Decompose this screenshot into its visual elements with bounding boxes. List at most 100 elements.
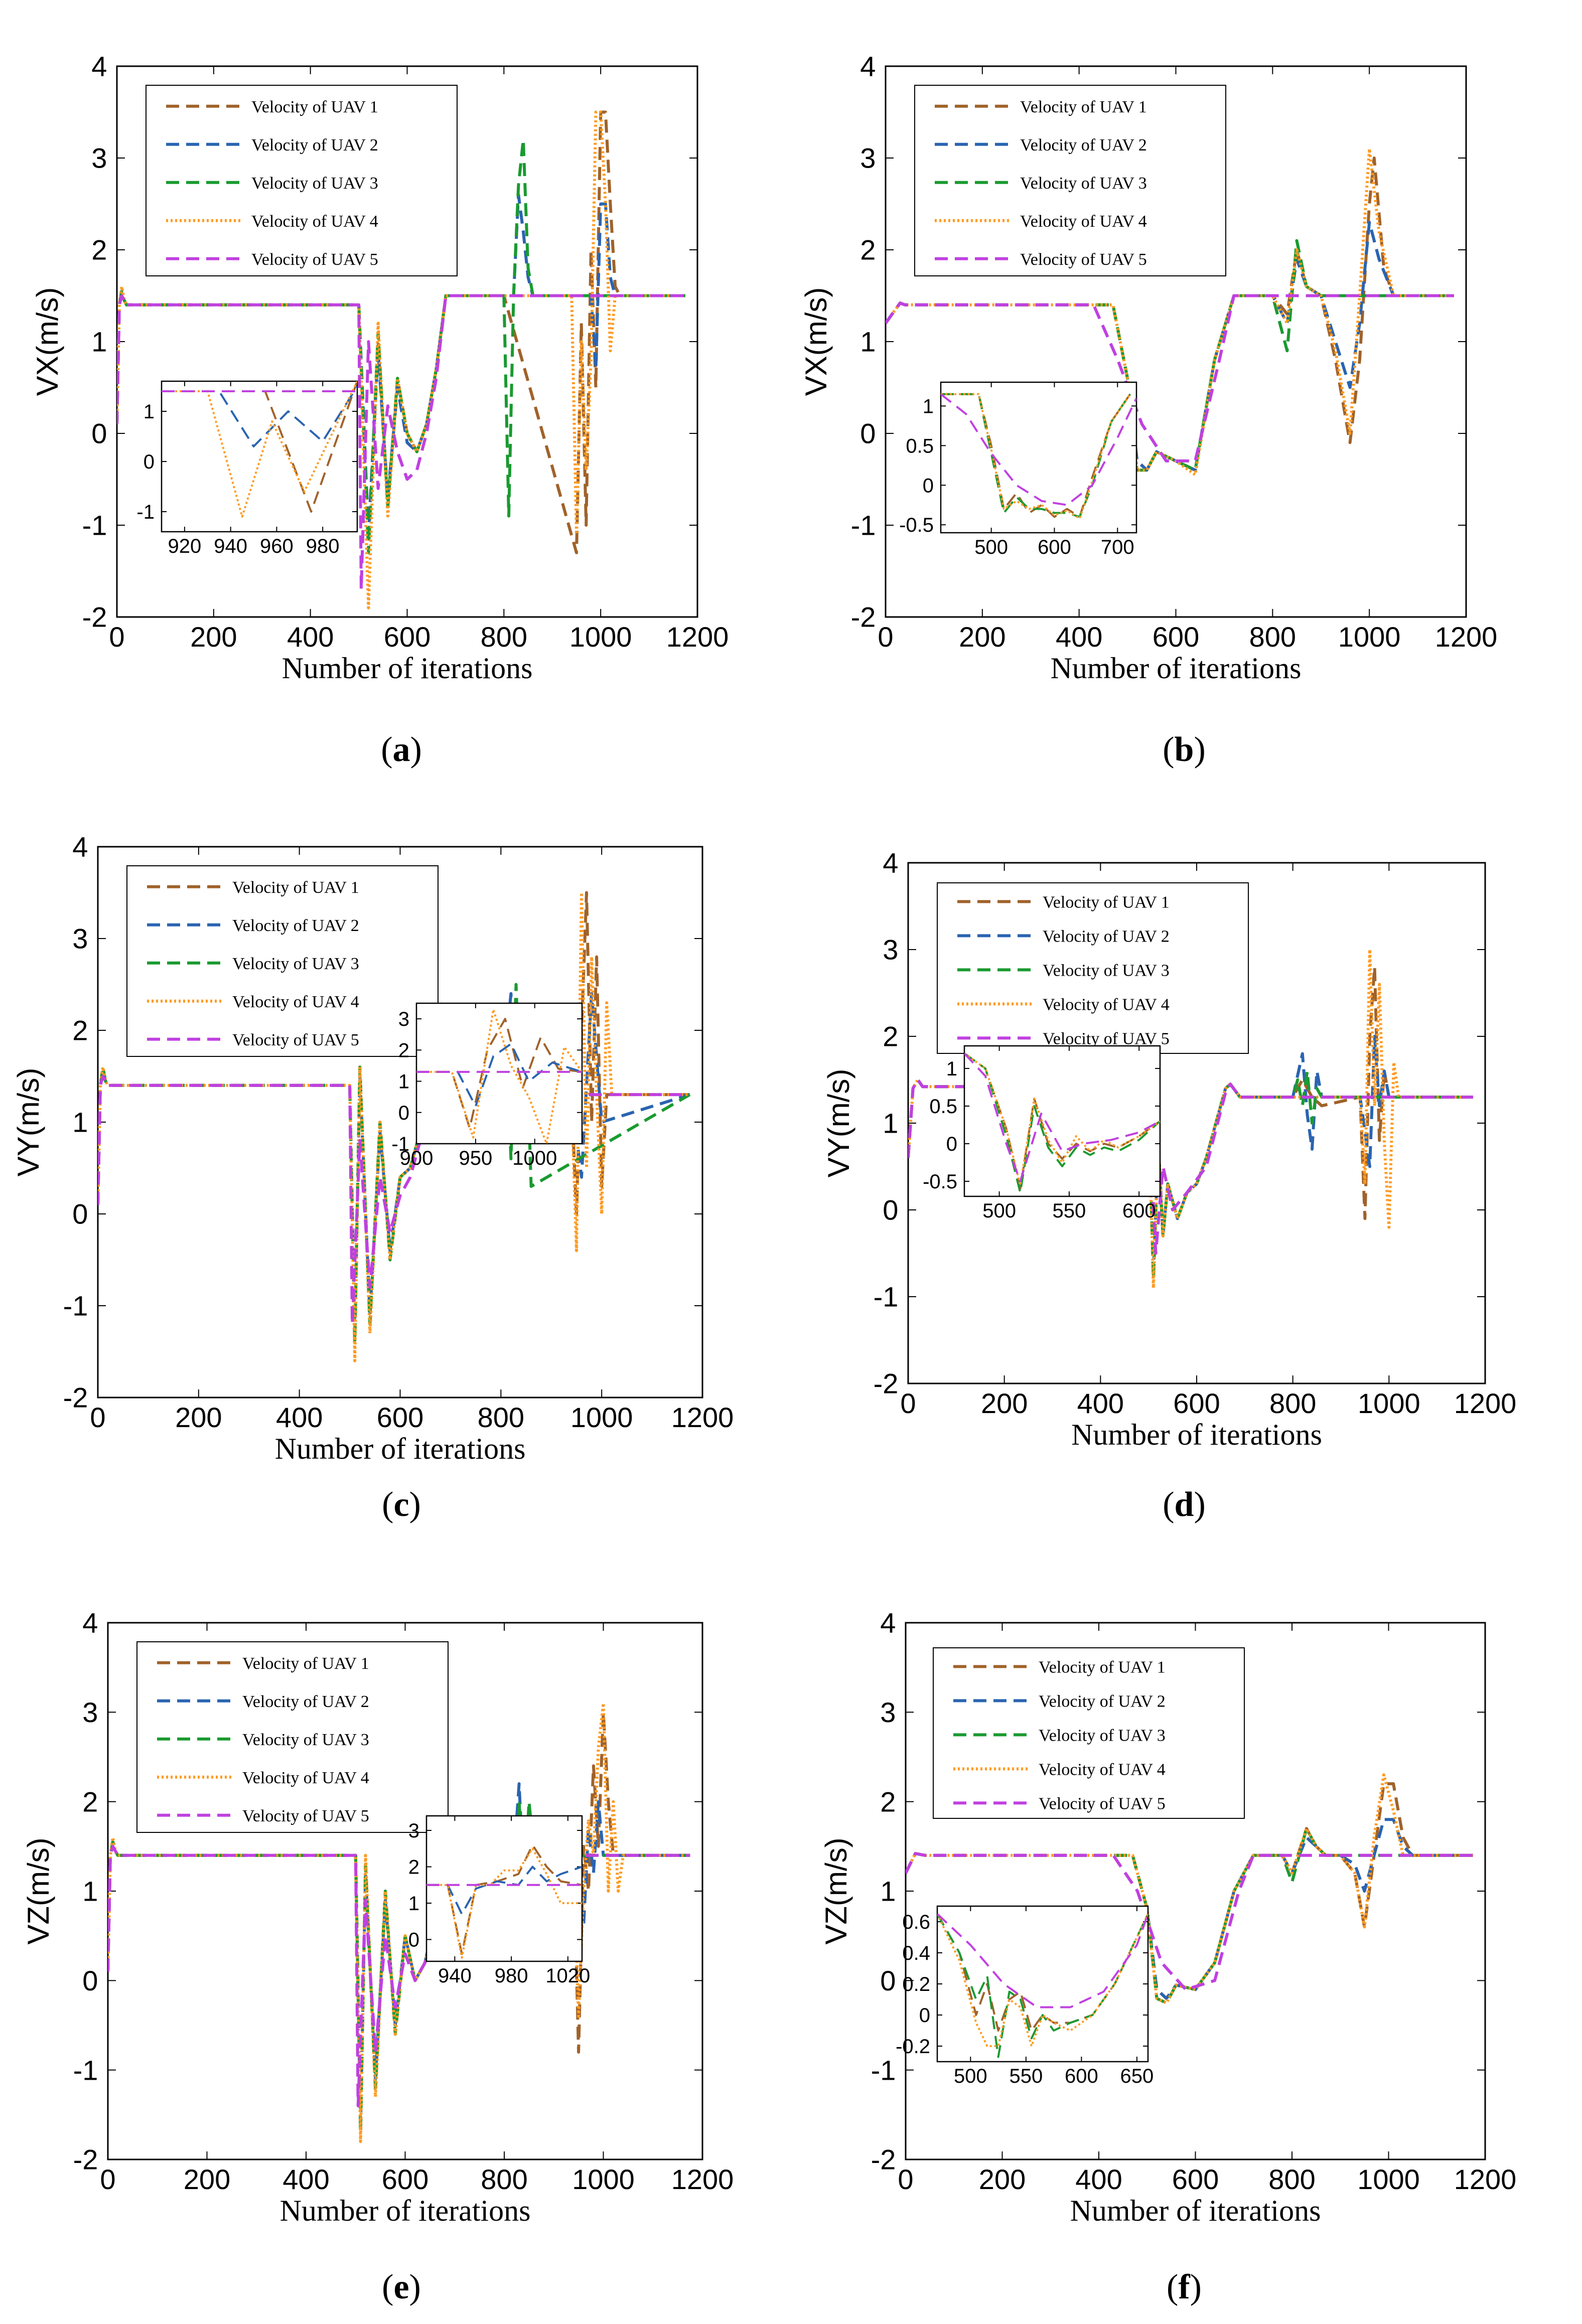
chart-b-legend-label: Velocity of UAV 4 (1020, 212, 1147, 231)
chart-b-inset-ytick-label: -0.5 (899, 514, 934, 536)
chart-a-ytick-label: 4 (91, 51, 107, 82)
chart-c-inset: 900 950 1000 -1 0 1 2 3 (391, 1002, 583, 1169)
chart-c-inset-series-uav-2 (416, 1042, 582, 1108)
chart-a-ytick-label: -2 (82, 601, 107, 633)
chart-c-ytick-label: 1 (72, 1107, 88, 1138)
chart-c-inset-ytick-label: 1 (398, 1071, 409, 1093)
chart-c-legend (126, 865, 439, 1057)
chart-b-inset-ytick-label: 1 (923, 395, 934, 417)
chart-a-xtick-label: 1000 (569, 621, 632, 653)
chart-f-inset-series-uav-2 (937, 1913, 1148, 2058)
chart-a-inset-xtick-label: 980 (306, 535, 340, 557)
chart-d-ytick-label: -1 (874, 1281, 899, 1313)
chart-b-legend (914, 85, 1226, 276)
chart-d-series-uav-5 (908, 1078, 1473, 1255)
chart-b-legend-label: Velocity of UAV 1 (1020, 98, 1147, 116)
chart-d-xtick-label: 600 (1173, 1387, 1220, 1419)
chart-e-xtick-label: 1200 (671, 2163, 734, 2195)
chart-f-legend-label: Velocity of UAV 1 (1039, 1658, 1166, 1676)
chart-c-inset-frame (415, 1002, 583, 1145)
chart-a-xtick-label: 600 (384, 621, 430, 653)
chart-e-ytick-label: -2 (73, 2144, 98, 2176)
chart-a-ytick-label: 3 (91, 142, 107, 174)
chart-f-inset-ytick-label: 0.6 (902, 1911, 930, 1933)
chart-c-ytick-label: 2 (72, 1015, 88, 1046)
chart-b-inset-ytick-label: 0.5 (906, 435, 934, 457)
chart-f-legend (933, 1647, 1245, 1819)
chart-f-ytick-label: -1 (871, 2054, 896, 2086)
chart-e-inset-ytick-label: 3 (408, 1820, 419, 1842)
chart-c-legend-label: Velocity of UAV 3 (232, 955, 359, 973)
chart-f-legend-label: Velocity of UAV 5 (1039, 1794, 1166, 1813)
chart-e-xtick-label: 600 (382, 2163, 428, 2195)
chart-f-ytick-label: 0 (880, 1965, 896, 1996)
chart-a-ytick-label: -1 (82, 510, 107, 541)
chart-d-inset-ytick-label: -0.5 (923, 1171, 957, 1193)
chart-d-inset-series-uav-1 (964, 1052, 1160, 1190)
chart-a-xlabel: Number of iterations (282, 652, 533, 685)
chart-a-inset-xtick-label: 960 (260, 535, 294, 557)
chart-f-ytick-label: 2 (880, 1786, 896, 1817)
chart-f-inset-ytick-label: 0.4 (902, 1942, 930, 1964)
chart-e-legend-label: Velocity of UAV 3 (242, 1731, 369, 1749)
chart-c-inset-xtick-label: 900 (400, 1147, 434, 1169)
chart-f-inset-xtick-label: 550 (1009, 2065, 1043, 2087)
chart-c-ytick-label: -2 (63, 1382, 88, 1414)
chart-a-xtick-label: 0 (109, 621, 124, 653)
chart-f-inset-ytick-label: 0 (919, 2004, 930, 2027)
chart-f-inset-xtick-label: 650 (1120, 2065, 1154, 2087)
chart-d-ytick-label: 2 (883, 1021, 898, 1052)
chart-c-inset-ytick-label: -1 (391, 1133, 409, 1155)
chart-d-legend-label: Velocity of UAV 4 (1043, 995, 1170, 1014)
chart-f-ytick-label: 3 (880, 1696, 896, 1728)
chart-d-ylabel: VY(m/s) (822, 1069, 855, 1178)
chart-b-xtick-label: 200 (959, 621, 1005, 653)
chart-e-ytick-label: 0 (82, 1965, 98, 1996)
chart-a-ytick-label: 1 (91, 326, 107, 358)
chart-b-ytick-label: 2 (860, 234, 876, 266)
chart-d-ytick-label: 4 (883, 847, 898, 879)
chart-b-ytick-label: 1 (860, 326, 876, 358)
chart-d-inset-xtick-label: 600 (1122, 1200, 1156, 1222)
chart-c-xtick-label: 1200 (671, 1402, 734, 1433)
caption-a: (a) (381, 730, 422, 769)
chart-c-inset-xtick-label: 1000 (512, 1147, 557, 1169)
chart-f-inset-ytick-label: -0.2 (896, 2036, 930, 2058)
chart-c-series-uav-1 (98, 891, 690, 1344)
chart-e-xlabel: Number of iterations (280, 2194, 531, 2227)
chart-c-xtick-label: 400 (276, 1402, 323, 1433)
chart-b-inset-xtick-label: 600 (1038, 536, 1071, 558)
chart-f-inset-xtick-label: 600 (1065, 2065, 1098, 2087)
caption-c: (c) (382, 1485, 421, 1524)
chart-d-inset-series-uav-4 (964, 1052, 1160, 1182)
chart-e-inset: 940 980 1020 0 1 2 3 (408, 1815, 590, 1987)
chart-c-legend-label: Velocity of UAV 4 (232, 993, 359, 1011)
chart-d-inset-ytick-label: 0.5 (929, 1096, 957, 1118)
chart-b-xtick-label: 1000 (1338, 621, 1401, 653)
chart-b-ytick-label: -2 (851, 601, 876, 633)
chart-b-series-uav-3 (886, 239, 1454, 472)
chart-d-inset-series-uav-2 (964, 1052, 1160, 1194)
chart-d-ytick-label: -2 (874, 1368, 899, 1400)
chart-e-inset-frame (425, 1815, 583, 1962)
chart-d-inset-ytick-label: 0 (946, 1133, 957, 1155)
caption-d: (d) (1163, 1485, 1206, 1524)
chart-b-xlabel: Number of iterations (1051, 652, 1302, 685)
chart-b-inset-xtick-label: 500 (974, 536, 1008, 558)
chart-f-legend-label: Velocity of UAV 3 (1039, 1726, 1166, 1745)
chart-f-series-uav-5 (906, 1852, 1473, 1991)
chart-f-xtick-label: 400 (1075, 2163, 1122, 2195)
chart-e-legend-label: Velocity of UAV 5 (242, 1807, 369, 1825)
chart-b: 0 200 400 600 800 1000 1200 -2 -1 0 1 2 3 4 Number of … (799, 51, 1497, 685)
chart-e-legend-label: Velocity of UAV 4 (242, 1769, 369, 1787)
chart-a-legend-label: Velocity of UAV 2 (251, 136, 378, 154)
chart-e-ytick-label: 1 (82, 1876, 98, 1907)
chart-d-ytick-label: 1 (883, 1108, 898, 1139)
chart-d-xtick-label: 800 (1269, 1387, 1316, 1419)
chart-f-xtick-label: 1000 (1357, 2163, 1420, 2195)
chart-b-inset-ytick-label: 0 (923, 475, 934, 497)
caption-b: (b) (1163, 730, 1206, 769)
chart-c-legend-label: Velocity of UAV 2 (232, 916, 359, 935)
chart-d-inset-xtick-label: 550 (1053, 1200, 1086, 1222)
